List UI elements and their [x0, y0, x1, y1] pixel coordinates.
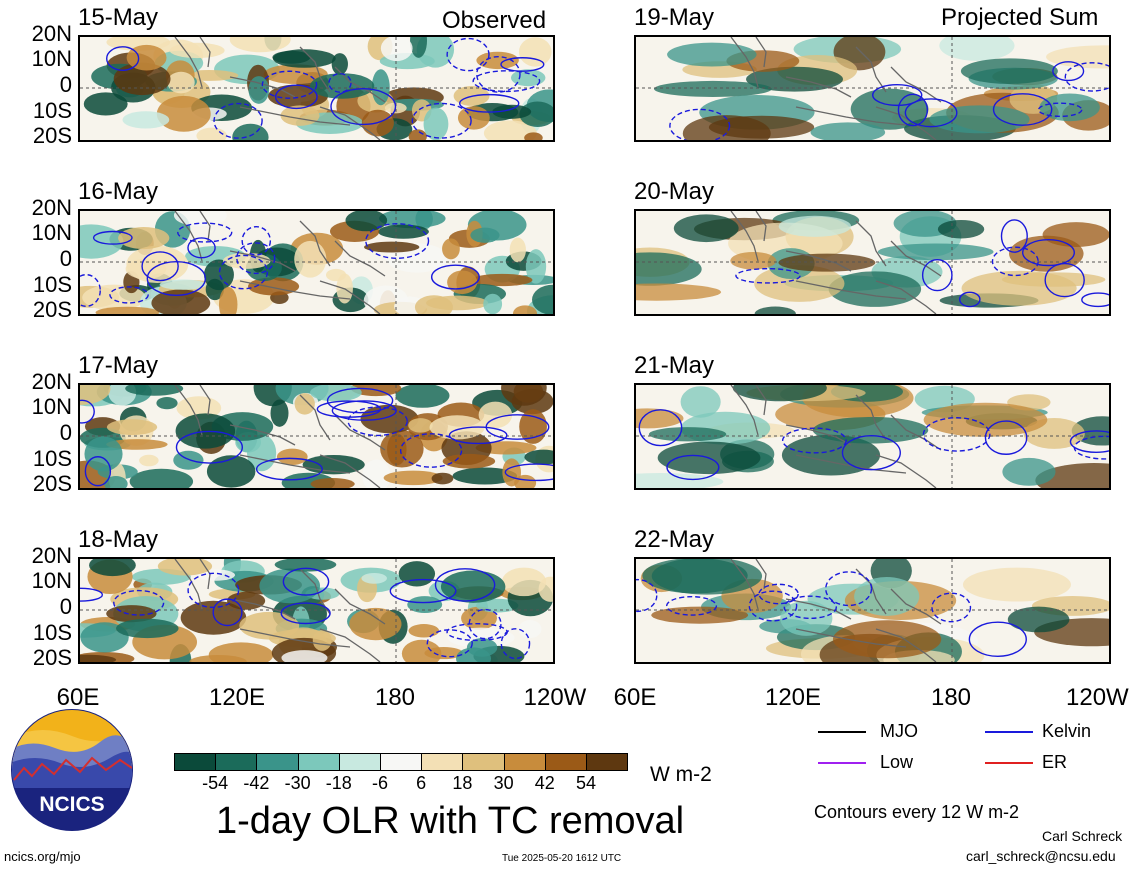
panel-date-label: 19-May — [634, 4, 715, 31]
lat-label: 20N — [31, 195, 72, 220]
lat-label: 10N — [31, 568, 72, 593]
lat-label: 10S — [32, 272, 72, 297]
colorbar-tick-label: 18 — [452, 773, 473, 793]
colorbar-units: W m-2 — [650, 763, 712, 786]
olr-map — [80, 559, 553, 662]
observed-label: Observed — [442, 7, 547, 34]
olr-map — [636, 559, 1109, 662]
panel-date-label: 18-May — [78, 526, 159, 553]
lat-label: 10S — [32, 620, 72, 645]
colorbar-cell — [256, 753, 299, 771]
colorbar-cell — [215, 753, 258, 771]
panel-date-label: 16-May — [78, 178, 159, 205]
footer-url[interactable]: ncics.org/mjo — [4, 849, 81, 864]
colorbar-tick-label: -6 — [371, 773, 388, 793]
colorbar-tick-label: 42 — [534, 773, 555, 793]
colorbar-tick-label: 30 — [493, 773, 514, 793]
colorbar-tick-label: 6 — [416, 773, 427, 793]
legend-line-low — [818, 762, 866, 764]
lon-label: 120E — [208, 684, 266, 711]
lat-label: 0 — [59, 420, 72, 445]
projected-label: Projected Sum — [941, 4, 1099, 31]
olr-map — [636, 211, 1109, 314]
lon-label: 180 — [374, 684, 416, 711]
lon-label: 180 — [930, 684, 972, 711]
logo-text: NCICS — [39, 793, 104, 816]
olr-map-panel — [634, 35, 1111, 142]
contour-interval-note: Contours every 12 W m-2 — [814, 802, 1020, 822]
lat-label: 10N — [31, 220, 72, 245]
footer-timestamp: Tue 2025-05-20 1612 UTC — [502, 853, 622, 864]
legend-label-mjo: MJO — [880, 721, 918, 741]
lat-label: 20N — [31, 369, 72, 394]
olr-map-panel — [78, 557, 555, 664]
colorbar-cell — [462, 753, 505, 771]
olr-map — [636, 385, 1109, 488]
footer-email[interactable]: carl_schreck@ncsu.edu — [966, 848, 1116, 864]
legend-line-er — [985, 762, 1033, 764]
lat-label: 0 — [59, 246, 72, 271]
lat-label: 20N — [31, 543, 72, 568]
colorbar-cell — [174, 753, 217, 771]
lon-label: 120W — [1066, 684, 1129, 711]
colorbar-tick-label: -30 — [284, 773, 311, 793]
olr-map-panel — [78, 209, 555, 316]
lat-label: 20S — [32, 471, 72, 496]
olr-map-panel — [634, 383, 1111, 490]
lat-label: 20N — [31, 21, 72, 46]
colorbar-cell — [338, 753, 381, 771]
colorbar-tick-label: -42 — [243, 773, 270, 793]
panel-date-label: 15-May — [78, 4, 159, 31]
lat-label: 20S — [32, 123, 72, 148]
colorbar-cell — [544, 753, 587, 771]
lon-label: 60E — [613, 684, 657, 711]
olr-map — [636, 37, 1109, 140]
panel-date-label: 17-May — [78, 352, 159, 379]
figure-title: 1-day OLR with TC removal — [216, 800, 685, 842]
olr-map — [80, 37, 553, 140]
footer-author: Carl Schreck — [1042, 828, 1123, 844]
lon-label: 120W — [523, 684, 587, 711]
colorbar-tick-label: -54 — [202, 773, 229, 793]
legend-label-low: Low — [880, 752, 914, 772]
lon-label: 120E — [764, 684, 822, 711]
colorbar-cell — [421, 753, 464, 771]
lon-label: 60E — [56, 684, 100, 711]
olr-map-panel — [634, 557, 1111, 664]
colorbar-tick-label: -18 — [325, 773, 352, 793]
colorbar-cell — [503, 753, 546, 771]
ncics-logo[interactable]: NCICS — [10, 708, 134, 832]
lat-label: 0 — [59, 594, 72, 619]
lat-label: 10S — [32, 98, 72, 123]
colorbar-cell — [380, 753, 423, 771]
lat-label: 10N — [31, 394, 72, 419]
panel-date-label: 21-May — [634, 352, 715, 379]
olr-map — [80, 211, 553, 314]
olr-map-panel — [78, 383, 555, 490]
panel-date-label: 20-May — [634, 178, 715, 205]
colorbar-tick-label: 54 — [575, 773, 597, 793]
panel-date-label: 22-May — [634, 526, 715, 553]
lat-label: 0 — [59, 72, 72, 97]
lat-label: 10N — [31, 46, 72, 71]
lat-label: 20S — [32, 645, 72, 670]
colorbar-cell — [297, 753, 340, 771]
olr-map — [80, 385, 553, 488]
olr-map-panel — [634, 209, 1111, 316]
lat-label: 20S — [32, 297, 72, 322]
colorbar-cell — [586, 753, 629, 771]
lat-label: 10S — [32, 446, 72, 471]
legend-label-er: ER — [1042, 752, 1068, 772]
olr-map-panel — [78, 35, 555, 142]
legend-label-kelvin: Kelvin — [1042, 721, 1092, 741]
legend-line-kelvin — [985, 731, 1033, 733]
legend-line-mjo — [818, 731, 866, 733]
